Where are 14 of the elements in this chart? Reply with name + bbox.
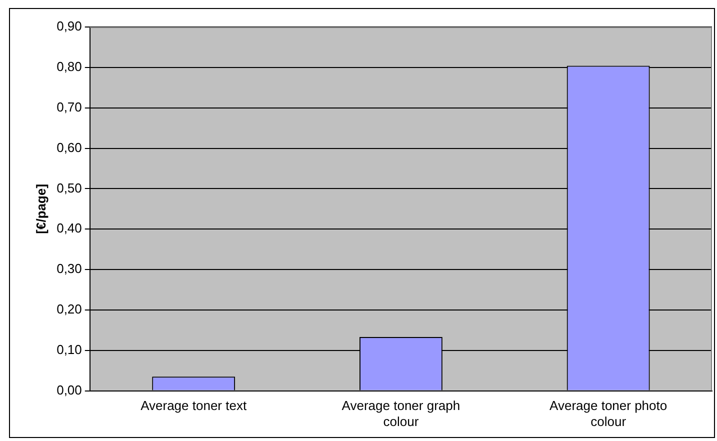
y-tick-label: 0,10 bbox=[56, 342, 82, 357]
y-axis-title: [€/page] bbox=[33, 184, 48, 234]
y-tick-label: 0,40 bbox=[56, 220, 82, 236]
y-tick-label: 0,00 bbox=[56, 382, 82, 398]
y-tick-label: 0,50 bbox=[56, 180, 82, 196]
y-tick-label: 0,70 bbox=[56, 99, 82, 114]
y-tick-label: 0,60 bbox=[56, 140, 82, 155]
y-tick-label: 0,80 bbox=[56, 59, 82, 74]
y-tick-label: 0,90 bbox=[56, 18, 82, 34]
x-tick-label: Average toner graph colour bbox=[342, 398, 460, 429]
x-tick-label: Average toner photo colour bbox=[550, 398, 668, 429]
y-tick-label: 0,30 bbox=[56, 261, 82, 276]
x-tick-label: Average toner text bbox=[140, 398, 247, 414]
y-tick-label: 0,20 bbox=[56, 302, 82, 317]
